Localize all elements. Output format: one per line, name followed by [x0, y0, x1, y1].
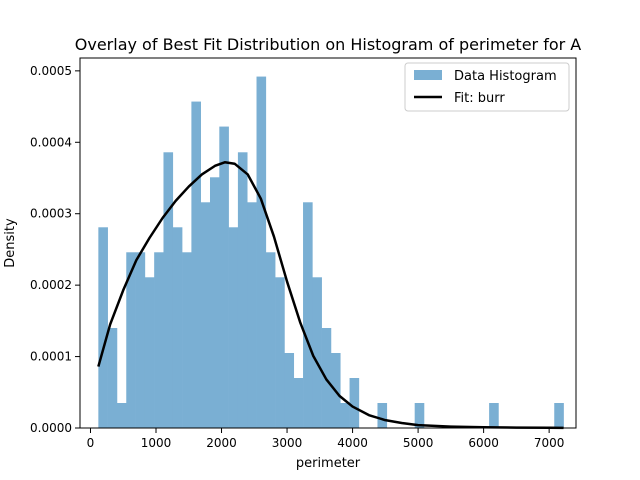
histogram-bar — [172, 227, 183, 428]
histogram-bar — [191, 101, 201, 429]
histogram-bar — [135, 252, 146, 428]
histogram-bar — [237, 152, 248, 429]
legend-label-histogram: Data Histogram — [454, 69, 557, 84]
y-tick-label: 0.0004 — [30, 135, 72, 149]
histogram-bar — [303, 202, 313, 428]
histogram-bar — [349, 378, 360, 428]
histogram-bar — [284, 353, 295, 428]
fit-curve-line — [97, 161, 564, 430]
histogram-bar — [200, 202, 211, 428]
histogram-bar — [228, 227, 239, 428]
x-axis: 0 1000 2000 3000 4000 5000 6000 7000 — [87, 428, 565, 450]
x-tick-label: 0 — [87, 436, 95, 450]
x-tick-label: 1000 — [141, 436, 172, 450]
legend: Data Histogram Fit: burr — [404, 62, 570, 112]
histogram-bar — [98, 227, 108, 428]
histogram-bar — [293, 378, 304, 428]
fit-curve-layer — [97, 161, 564, 430]
legend-label-fit: Fit: burr — [454, 91, 505, 106]
histogram-bar — [154, 252, 164, 428]
plot-frame — [79, 57, 577, 429]
histogram-bar — [182, 252, 192, 428]
histogram-bar — [116, 403, 127, 428]
histogram-bar — [265, 252, 276, 428]
x-tick-label: 2000 — [206, 436, 237, 450]
y-axis-label: Density — [3, 218, 18, 268]
x-tick-label: 4000 — [337, 436, 368, 450]
y-tick-label: 0.0003 — [30, 207, 72, 221]
histogram-bar — [377, 403, 388, 428]
histogram-bars — [98, 76, 564, 429]
x-axis-label: perimeter — [296, 456, 361, 471]
x-tick-label: 7000 — [534, 436, 565, 450]
histogram-bar — [209, 177, 220, 428]
histogram-bar — [126, 252, 136, 428]
histogram-bar — [489, 403, 499, 428]
chart-title: Overlay of Best Fit Distribution on Hist… — [75, 35, 582, 54]
histogram-bar — [219, 126, 229, 429]
histogram-bar — [144, 277, 155, 428]
histogram-bar — [312, 277, 322, 428]
histogram-bar — [107, 328, 118, 428]
x-tick-label: 3000 — [272, 436, 303, 450]
histogram-bar — [414, 403, 425, 428]
histogram-bar — [256, 76, 267, 429]
histogram-bar — [163, 152, 174, 429]
y-tick-label: 0.0005 — [30, 64, 72, 78]
legend-swatch-histogram — [414, 70, 442, 80]
histogram-bar — [554, 403, 564, 428]
x-tick-label: 6000 — [468, 436, 499, 450]
histogram-bar — [340, 403, 350, 428]
x-tick-label: 5000 — [403, 436, 434, 450]
y-axis: 0.0000 0.0001 0.0002 0.0003 0.0004 0.0005 — [30, 64, 80, 435]
y-tick-label: 0.0001 — [30, 350, 72, 364]
histogram-bar — [275, 277, 285, 428]
histogram-bar — [247, 202, 257, 428]
y-tick-label: 0.0002 — [30, 278, 72, 292]
legend-box — [404, 62, 570, 112]
y-tick-label: 0.0000 — [30, 421, 72, 435]
